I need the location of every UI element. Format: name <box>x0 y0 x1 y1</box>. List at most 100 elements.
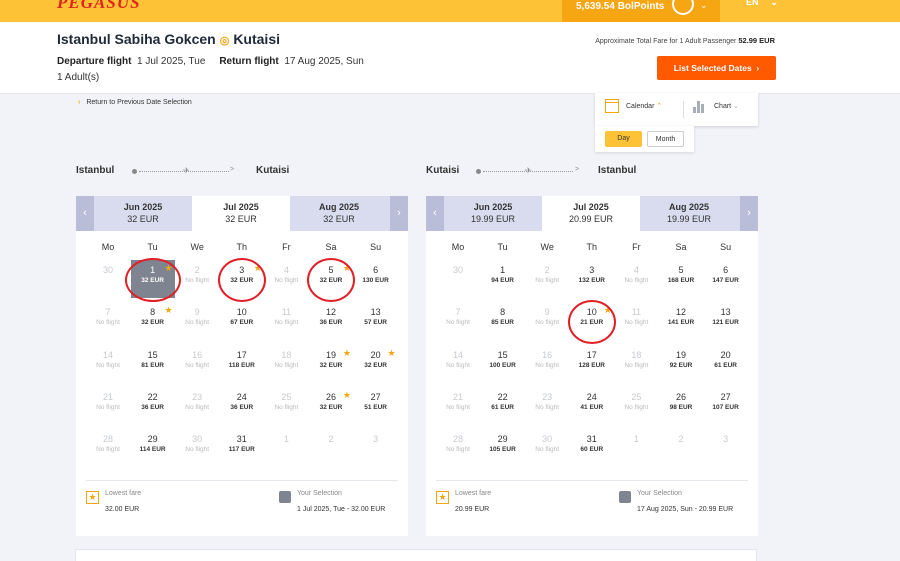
day-cell[interactable]: 12 36 EUR <box>309 302 353 340</box>
day-number: 19 <box>675 349 686 360</box>
user-icon[interactable] <box>672 0 694 15</box>
next-month-button[interactable]: › <box>390 196 408 231</box>
month-tab-aug[interactable]: Aug 2025 32 EUR <box>290 196 388 231</box>
day-price: 36 EUR <box>141 403 164 411</box>
month-toggle-button[interactable]: Month <box>647 131 684 147</box>
day-cell[interactable]: 29 105 EUR <box>481 429 525 467</box>
next-month-button[interactable]: › <box>740 196 758 231</box>
day-cell[interactable]: 31 60 EUR <box>570 429 614 467</box>
chevron-down-icon[interactable]: ⌄ <box>700 0 708 10</box>
day-price: No flight <box>274 403 299 411</box>
day-cell[interactable]: 15 81 EUR <box>131 345 175 383</box>
day-number: 18 <box>631 349 642 360</box>
month-tab-jun[interactable]: Jun 2025 32 EUR <box>94 196 192 231</box>
weekday-header: Sa <box>325 242 337 252</box>
calendar-icon[interactable] <box>605 99 619 113</box>
day-number: 4 <box>633 265 639 275</box>
day-price: 41 EUR <box>580 403 604 411</box>
day-cell[interactable]: 17 128 EUR <box>570 345 614 383</box>
day-price: 32 EUR <box>319 403 343 411</box>
language-selector[interactable]: EN ⌄ <box>734 0 778 8</box>
day-cell[interactable]: 8 32 EUR ★ <box>131 302 175 340</box>
day-price: 107 EUR <box>712 403 739 411</box>
day-price: 81 EUR <box>141 361 164 369</box>
day-cell[interactable]: 26 98 EUR <box>659 387 703 425</box>
chevron-down-icon: ⌄ <box>733 103 739 110</box>
month-tab-jul[interactable]: Jul 2025 20.99 EUR <box>542 196 640 231</box>
red-annotation-circle <box>217 258 266 302</box>
day-cell[interactable]: 17 118 EUR <box>220 345 264 383</box>
star-icon: ★ <box>86 491 99 504</box>
day-number: 8 <box>500 307 506 318</box>
day-toggle-button[interactable]: Day <box>605 131 642 147</box>
day-cell[interactable]: 20 61 EUR <box>704 345 748 383</box>
back-link[interactable]: ‹ Return to Previous Date Selection <box>78 99 192 106</box>
day-number: 8 <box>150 307 156 318</box>
day-cell[interactable]: 22 36 EUR <box>131 387 175 425</box>
day-cell[interactable]: 27 51 EUR <box>354 387 398 425</box>
chart-view-option[interactable]: Chart ⌄ <box>714 102 739 110</box>
day-number: 21 <box>102 391 113 402</box>
day-cell[interactable]: 6 130 EUR <box>354 260 398 298</box>
weekday-header: We <box>540 242 554 252</box>
day-cell[interactable]: 5 168 EUR <box>659 260 703 298</box>
prev-month-button[interactable]: ‹ <box>76 196 94 231</box>
day-cell[interactable]: 19 32 EUR ★ <box>309 345 353 383</box>
lowest-fare-label: Lowest fare <box>455 490 492 497</box>
day-cell[interactable]: 13 57 EUR <box>354 302 398 340</box>
day-cell[interactable]: 20 32 EUR ★ <box>354 345 398 383</box>
day-price: 32 EUR <box>319 361 343 369</box>
bar-chart-icon[interactable] <box>693 101 707 113</box>
day-price: 128 EUR <box>578 361 605 369</box>
selection-swatch <box>619 491 631 503</box>
day-cell[interactable]: 29 114 EUR <box>131 429 175 467</box>
month-tab-jul[interactable]: Jul 2025 32 EUR <box>192 196 290 231</box>
day-number: 9 <box>194 307 200 318</box>
day-price: 85 EUR <box>491 319 514 327</box>
day-cell[interactable]: 24 41 EUR <box>570 387 614 425</box>
day-price: No flight <box>96 361 120 369</box>
day-cell[interactable]: 19 92 EUR <box>659 345 703 383</box>
day-cell[interactable]: 26 32 EUR ★ <box>309 387 353 425</box>
weekday-header: We <box>190 242 204 252</box>
day-cell[interactable]: 12 141 EUR <box>659 302 703 340</box>
pegasus-logo[interactable]: PEGASUS <box>57 0 141 12</box>
day-cell: 16 No flight <box>525 345 569 383</box>
red-annotation-circle <box>307 258 355 302</box>
day-cell[interactable]: 3 132 EUR <box>570 260 614 298</box>
day-cell[interactable]: 1 94 EUR <box>481 260 525 298</box>
day-cell[interactable]: 27 107 EUR <box>704 387 748 425</box>
month-tab-jun[interactable]: Jun 2025 19.99 EUR <box>444 196 542 231</box>
day-cell[interactable]: 10 67 EUR <box>220 302 264 340</box>
day-cell[interactable]: 13 121 EUR <box>704 302 748 340</box>
prev-month-button[interactable]: ‹ <box>426 196 444 231</box>
day-price: No flight <box>535 277 560 284</box>
day-cell[interactable]: 15 100 EUR <box>481 345 525 383</box>
day-cell: 14 No flight <box>436 345 480 383</box>
day-cell[interactable]: 6 147 EUR <box>704 260 748 298</box>
day-cell[interactable]: 8 85 EUR <box>481 302 525 340</box>
day-number: 3 <box>589 265 595 275</box>
day-price: 121 EUR <box>712 319 739 327</box>
day-cell: 3 <box>704 429 748 467</box>
day-number: 5 <box>678 265 684 275</box>
month-tab-name: Aug 2025 <box>668 202 710 212</box>
day-price: No flight <box>446 361 470 369</box>
day-number: 11 <box>281 307 292 318</box>
day-number: 24 <box>236 391 247 402</box>
month-tab-aug[interactable]: Aug 2025 19.99 EUR <box>640 196 738 231</box>
day-cell: 1 <box>614 429 658 467</box>
day-cell[interactable]: 24 36 EUR <box>220 387 264 425</box>
your-selection-label: Your Selection <box>297 490 342 497</box>
calendar-view-option[interactable]: Calendar ⌃ <box>626 102 662 110</box>
day-number: 14 <box>452 349 463 360</box>
day-cell: 2 <box>309 429 353 467</box>
list-selected-dates-button[interactable]: List Selected Dates › <box>657 56 776 80</box>
weekday-header: Sa <box>675 242 687 252</box>
day-number: 3 <box>723 434 729 445</box>
day-price: 117 EUR <box>228 446 255 454</box>
bolpoints-button[interactable]: 5,639.54 BolPoints <box>562 0 720 22</box>
day-number: 20 <box>720 349 731 360</box>
day-cell[interactable]: 22 61 EUR <box>481 387 525 425</box>
day-cell[interactable]: 31 117 EUR <box>220 429 264 467</box>
